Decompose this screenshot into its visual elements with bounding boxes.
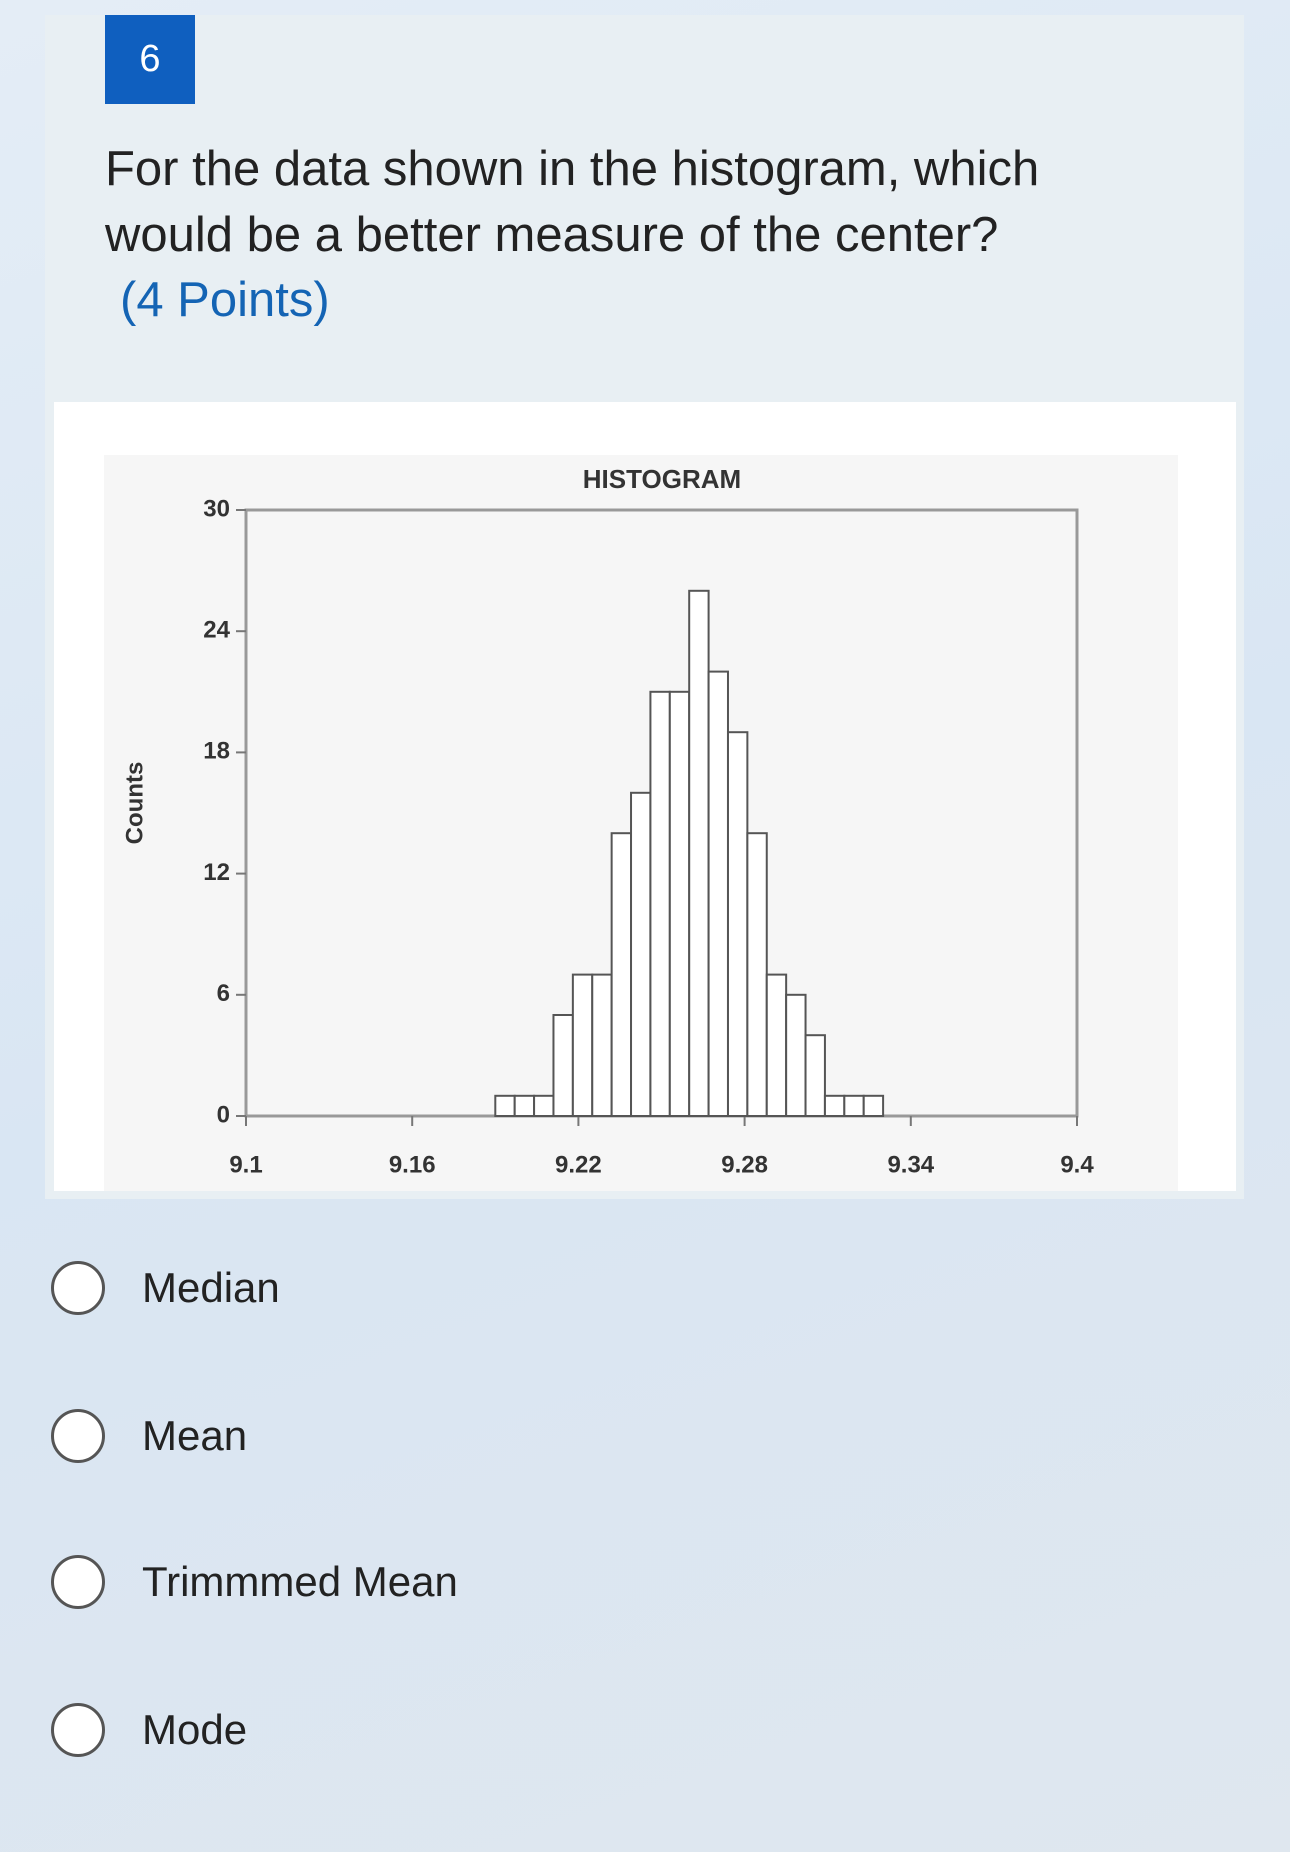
option-label[interactable]: Trimmmed Mean (142, 1558, 458, 1605)
option-label[interactable]: Median (142, 1264, 280, 1311)
bar (804, 1034, 826, 1118)
y-tick-label: 30 (203, 495, 230, 522)
y-tick-label: 18 (203, 738, 230, 765)
bar (630, 791, 652, 1117)
x-tick-label: 9.34 (887, 1151, 934, 1178)
x-tick-label: 9.22 (555, 1151, 602, 1178)
y-tick-label: 12 (203, 859, 230, 886)
y-tick-label: 24 (203, 617, 230, 644)
option[interactable]: Trimmmed Mean (51, 1555, 458, 1609)
bar (513, 1094, 536, 1117)
y-tick-label: 0 (217, 1101, 230, 1128)
bar (649, 690, 671, 1117)
bar (726, 731, 749, 1117)
y-tick-label: 6 (217, 980, 230, 1007)
bar (707, 670, 729, 1117)
bar (533, 1094, 555, 1117)
bar (862, 1094, 885, 1117)
bar (688, 589, 710, 1118)
chart-title: HISTOGRAM (583, 464, 741, 494)
y-axis-label: Counts (121, 762, 148, 845)
x-tick-label: 9.1 (229, 1151, 262, 1178)
option-label[interactable]: Mode (142, 1706, 248, 1753)
question-text: For the data shown in the histogram, whi… (105, 142, 1040, 262)
bar (571, 973, 594, 1117)
option[interactable]: Mode (51, 1703, 247, 1757)
option[interactable]: Mean (51, 1409, 247, 1463)
option-label[interactable]: Mean (142, 1412, 248, 1459)
radio-button[interactable] (51, 1261, 105, 1315)
option[interactable]: Median (51, 1261, 280, 1315)
bar (494, 1094, 516, 1117)
bar (668, 690, 691, 1117)
bar (610, 832, 633, 1117)
bar (746, 832, 768, 1117)
x-tick-label: 9.28 (721, 1151, 768, 1178)
chart: HISTOGRAM Counts 0 6 12 18 24 30 9.1 9.16 9.22 9.… (54, 402, 1236, 1191)
bar (591, 973, 613, 1117)
bar (843, 1094, 865, 1117)
radio-button[interactable] (51, 1703, 105, 1757)
radio-button[interactable] (51, 1409, 105, 1463)
x-tick-label: 9.4 (1060, 1151, 1094, 1178)
question-number: 6 (105, 15, 195, 104)
radio-button[interactable] (51, 1555, 105, 1609)
bar (785, 993, 807, 1117)
x-tick-label: 9.16 (389, 1151, 436, 1178)
bar (552, 1014, 574, 1117)
question-points: (4 Points) (120, 273, 330, 327)
bar (765, 973, 788, 1117)
bar (823, 1094, 846, 1117)
